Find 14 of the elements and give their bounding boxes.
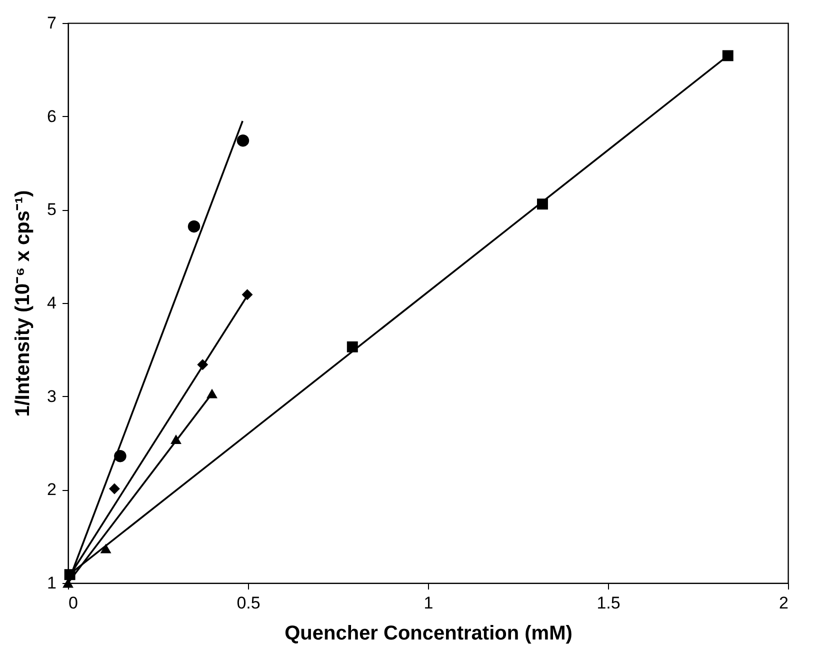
y-tick-label: 7 (47, 14, 56, 32)
x-tick-label: 2 (779, 594, 788, 612)
y-tick-label: 1 (47, 574, 56, 592)
x-tick-label: 1 (424, 594, 434, 612)
x-tick-label: 0.5 (236, 594, 260, 612)
x-tick-label: 0 (68, 594, 78, 612)
x-axis-title: Quencher Concentration (mM) (284, 622, 572, 644)
y-tick-label: 4 (47, 294, 56, 312)
y-tick-label: 3 (47, 386, 56, 406)
y-tick-label: 6 (47, 106, 56, 126)
x-tick-label: 1.5 (596, 594, 620, 612)
y-tick-label: 5 (47, 200, 56, 220)
y-axis-title: 1/Intensity (10⁻⁶ x cps⁻¹) (12, 190, 34, 417)
y-tick-label: 2 (47, 480, 56, 500)
